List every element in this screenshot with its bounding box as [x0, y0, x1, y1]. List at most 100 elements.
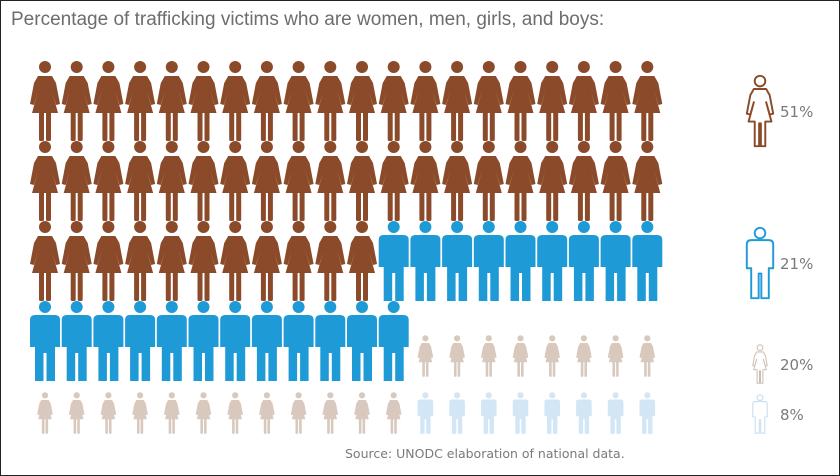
woman-icon [156, 221, 187, 301]
woman-icon [473, 141, 504, 221]
man-icon [378, 221, 409, 301]
boy-icon [481, 392, 497, 434]
woman-icon [93, 141, 124, 221]
man-icon [473, 221, 504, 301]
legend-girls-icon [752, 344, 768, 384]
girl-icon [544, 335, 560, 377]
woman-icon [283, 141, 314, 221]
woman-icon [505, 61, 536, 141]
woman-icon [283, 61, 314, 141]
boy-icon [639, 392, 656, 434]
man-icon [156, 301, 187, 381]
woman-icon [410, 141, 441, 221]
legend-girls-label: 20% [780, 356, 813, 374]
legend-women-icon [745, 74, 775, 148]
man-icon [283, 301, 314, 381]
woman-icon [473, 61, 504, 141]
woman-icon [442, 141, 473, 221]
woman-icon [410, 61, 441, 141]
girl-icon [195, 392, 212, 434]
woman-icon [220, 61, 251, 141]
girl-icon [68, 392, 85, 434]
boy-icon [417, 392, 434, 434]
woman-icon [125, 61, 156, 141]
man-icon [251, 301, 282, 381]
man-icon [220, 301, 251, 381]
man-icon [442, 221, 473, 301]
woman-icon [156, 61, 187, 141]
man-icon [568, 221, 599, 301]
man-icon [93, 301, 124, 381]
woman-icon [93, 221, 124, 301]
girl-icon [100, 392, 117, 434]
woman-icon [315, 61, 346, 141]
legend-boys-label: 8% [780, 406, 804, 424]
woman-icon [568, 61, 599, 141]
woman-icon [220, 221, 251, 301]
man-icon [505, 221, 536, 301]
woman-icon [188, 221, 219, 301]
man-icon [600, 221, 631, 301]
woman-icon [30, 61, 60, 141]
girl-icon [481, 335, 497, 377]
woman-icon [505, 141, 536, 221]
woman-icon [600, 141, 631, 221]
woman-icon [188, 141, 219, 221]
woman-icon [632, 61, 663, 141]
man-icon [347, 301, 377, 381]
woman-icon [61, 141, 92, 221]
woman-icon [251, 141, 282, 221]
woman-icon [315, 141, 346, 221]
woman-icon [30, 221, 60, 301]
woman-icon [251, 61, 282, 141]
girl-icon [512, 335, 529, 377]
woman-icon [188, 61, 219, 141]
man-icon [410, 221, 441, 301]
man-icon [188, 301, 219, 381]
man-icon [61, 301, 92, 381]
woman-icon [347, 221, 377, 301]
woman-icon [156, 141, 187, 221]
woman-icon [251, 221, 282, 301]
girl-icon [37, 392, 53, 434]
girl-icon [449, 335, 465, 377]
chart-title: Percentage of trafficking victims who ar… [11, 9, 605, 30]
man-icon [30, 301, 60, 381]
girl-icon [132, 392, 148, 434]
legend-boys-icon [752, 394, 768, 434]
girl-icon [576, 335, 592, 377]
woman-icon [93, 61, 124, 141]
source-note: Source: UNODC elaboration of national da… [345, 446, 625, 461]
legend-men-label: 21% [780, 255, 813, 273]
man-icon [315, 301, 346, 381]
girl-icon [164, 392, 180, 434]
girl-icon [417, 335, 434, 377]
girl-icon [607, 335, 624, 377]
girl-icon [322, 392, 339, 434]
woman-icon [61, 221, 92, 301]
girl-icon [385, 392, 402, 434]
boy-icon [576, 392, 592, 434]
girl-icon [227, 392, 243, 434]
woman-icon [61, 61, 92, 141]
man-icon [125, 301, 156, 381]
woman-icon [347, 61, 377, 141]
man-icon [378, 301, 409, 381]
woman-icon [125, 221, 156, 301]
woman-icon [568, 141, 599, 221]
boy-icon [449, 392, 465, 434]
girl-icon [639, 335, 656, 377]
boy-icon [512, 392, 529, 434]
boy-icon [544, 392, 560, 434]
girl-icon [290, 392, 307, 434]
boy-icon [607, 392, 624, 434]
woman-icon [537, 141, 568, 221]
legend-women-label: 51% [780, 103, 813, 121]
woman-icon [283, 221, 314, 301]
legend-men-icon [745, 226, 775, 300]
woman-icon [347, 141, 377, 221]
girl-icon [354, 392, 370, 434]
girl-icon [259, 392, 275, 434]
woman-icon [378, 61, 409, 141]
